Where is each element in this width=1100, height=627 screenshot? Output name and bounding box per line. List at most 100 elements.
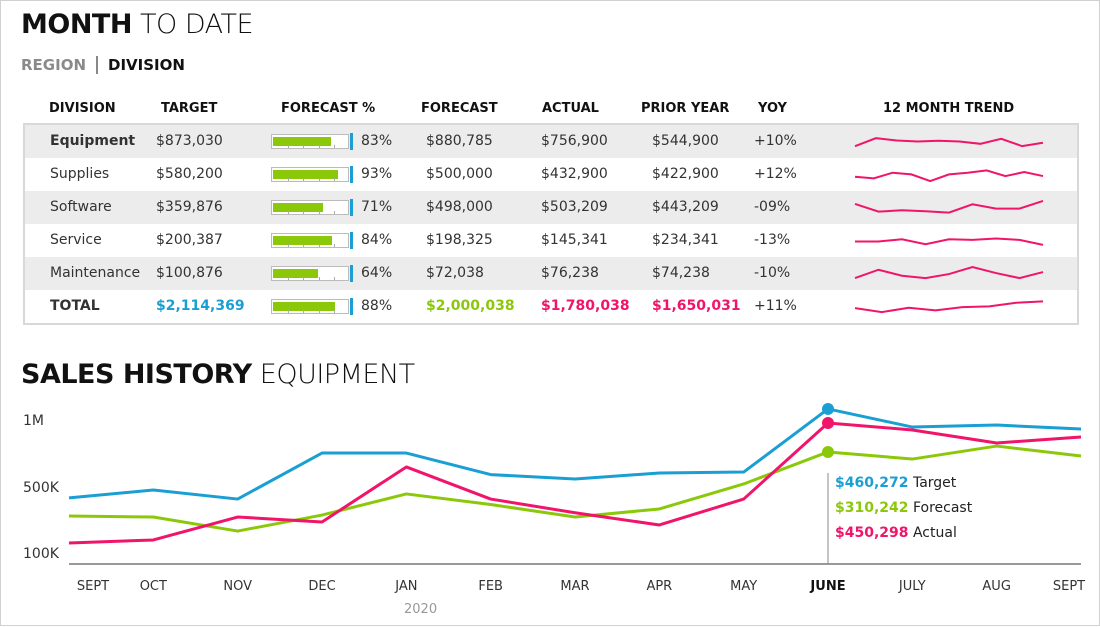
forecast-progress-bar bbox=[271, 133, 353, 150]
forecast-point-june[interactable] bbox=[822, 445, 834, 458]
actual-point-june[interactable] bbox=[822, 417, 834, 430]
x-tick-label: FEB bbox=[478, 579, 503, 594]
trend-sparkline bbox=[854, 300, 1044, 314]
tab-region[interactable]: REGION bbox=[21, 56, 98, 74]
target-point-june[interactable] bbox=[822, 402, 834, 415]
table-row[interactable]: Software $359,876 71% $498,000 $503,209 $443,… bbox=[25, 191, 1077, 224]
cell-actual: $503,209 bbox=[541, 199, 608, 215]
tick bbox=[334, 145, 335, 148]
cell-pct_label: 93% bbox=[361, 166, 393, 182]
cell-actual: $756,900 bbox=[541, 133, 608, 149]
table-row[interactable]: Supplies $580,200 93% $500,000 $432,900 $422,… bbox=[25, 158, 1077, 191]
column-header[interactable]: DIVISION bbox=[49, 101, 116, 116]
trend-sparkline bbox=[854, 137, 1044, 148]
tick bbox=[287, 211, 289, 214]
trend-line bbox=[854, 266, 1044, 280]
cell-pct_label: 84% bbox=[361, 232, 393, 248]
column-header[interactable]: FORECAST bbox=[421, 101, 498, 116]
cell-yoy: -09% bbox=[754, 199, 791, 215]
x-tick-label: OCT bbox=[139, 579, 167, 594]
tick bbox=[334, 310, 335, 313]
tooltip-forecast: $310,242 Forecast bbox=[835, 500, 972, 516]
cell-forecast: $498,000 bbox=[426, 199, 493, 215]
y-tick-label: 100K bbox=[23, 546, 59, 562]
tick bbox=[303, 145, 304, 148]
cell-yoy: -13% bbox=[754, 232, 791, 248]
table-row[interactable]: Service $200,387 84% $198,325 $145,341 $234,3… bbox=[25, 224, 1077, 257]
division-table: Equipment $873,030 83% $880,785 $756,900 $544… bbox=[23, 123, 1079, 325]
cell-target: $200,387 bbox=[156, 232, 223, 248]
cell-yoy: +10% bbox=[754, 133, 797, 149]
cell-pct_label: 83% bbox=[361, 133, 393, 149]
column-header[interactable]: FORECAST % bbox=[281, 101, 376, 116]
progress-fill bbox=[273, 269, 318, 278]
cell-target: $2,114,369 bbox=[156, 298, 245, 314]
tooltip-value: $310,242 bbox=[835, 500, 909, 516]
tooltip-series-name: Actual bbox=[912, 525, 957, 541]
tick bbox=[334, 211, 335, 214]
tooltip-series-name: Target bbox=[912, 475, 957, 491]
tick bbox=[318, 211, 320, 214]
x-tick-label: SEPT bbox=[1052, 579, 1086, 594]
x-tick-label: DEC bbox=[308, 579, 336, 594]
column-header[interactable]: ACTUAL bbox=[542, 101, 599, 116]
target-marker bbox=[350, 199, 353, 216]
cell-forecast: $2,000,038 bbox=[426, 298, 515, 314]
tick bbox=[303, 277, 304, 280]
column-header[interactable]: YOY bbox=[758, 101, 787, 116]
trend-sparkline bbox=[854, 266, 1044, 280]
table-row[interactable]: Equipment $873,030 83% $880,785 $756,900 $544… bbox=[25, 125, 1077, 158]
tick bbox=[318, 145, 320, 148]
cell-forecast: $198,325 bbox=[426, 232, 493, 248]
tick bbox=[318, 244, 320, 247]
y-tick-label: 1M bbox=[23, 413, 44, 429]
column-header[interactable]: 12 MONTH TREND bbox=[883, 101, 1015, 116]
x-tick-label: AUG bbox=[982, 579, 1011, 594]
tick bbox=[303, 211, 304, 214]
cell-yoy: -10% bbox=[754, 265, 791, 281]
forecast-progress-bar bbox=[271, 199, 353, 216]
trend-line bbox=[855, 237, 1044, 246]
column-header[interactable]: TARGET bbox=[161, 101, 218, 116]
cell-target: $359,876 bbox=[156, 199, 223, 215]
x-tick-label: MAR bbox=[560, 579, 590, 594]
cell-forecast: $72,038 bbox=[426, 265, 484, 281]
progress-fill bbox=[273, 302, 335, 311]
cell-division: Software bbox=[50, 199, 112, 215]
forecast-progress-bar bbox=[271, 298, 353, 315]
progress-fill bbox=[273, 137, 332, 146]
tick bbox=[318, 178, 320, 181]
cell-actual: $432,900 bbox=[541, 166, 608, 182]
sales-history-title: SALES HISTORY EQUIPMENT bbox=[21, 359, 415, 390]
table-row[interactable]: Maintenance $100,876 64% $72,038 $76,238 $74,… bbox=[25, 257, 1077, 290]
cell-yoy: +12% bbox=[754, 166, 797, 182]
page-title: MONTH TO DATE bbox=[21, 9, 254, 40]
forecast-line bbox=[68, 444, 1082, 533]
trend-sparkline bbox=[855, 237, 1044, 246]
cell-forecast: $500,000 bbox=[426, 166, 493, 182]
x-tick-label: JAN bbox=[395, 579, 418, 594]
cell-prior: $74,238 bbox=[652, 265, 710, 281]
tick bbox=[287, 178, 289, 181]
target-marker bbox=[350, 298, 353, 315]
cell-actual: $76,238 bbox=[541, 265, 599, 281]
table-row[interactable]: TOTAL $2,114,369 88% $2,000,038 $1,780,038 $1… bbox=[25, 290, 1077, 323]
trend-line bbox=[854, 169, 1044, 183]
target-marker bbox=[350, 166, 353, 183]
tick bbox=[334, 178, 335, 181]
tooltip-value: $450,298 bbox=[835, 525, 909, 541]
cell-pct_label: 71% bbox=[361, 199, 393, 215]
cell-actual: $145,341 bbox=[541, 232, 608, 248]
tab-division[interactable]: DIVISION bbox=[108, 56, 185, 74]
forecast-progress-bar bbox=[271, 232, 353, 249]
tooltip-series-name: Forecast bbox=[912, 500, 973, 516]
tick bbox=[287, 145, 289, 148]
x-tick-label: APR bbox=[646, 579, 673, 594]
tick bbox=[334, 277, 335, 280]
column-header[interactable]: PRIOR YEAR bbox=[641, 101, 730, 116]
progress-fill bbox=[273, 236, 332, 245]
cell-target: $873,030 bbox=[156, 133, 223, 149]
cell-prior: $443,209 bbox=[652, 199, 719, 215]
tick bbox=[287, 310, 289, 313]
